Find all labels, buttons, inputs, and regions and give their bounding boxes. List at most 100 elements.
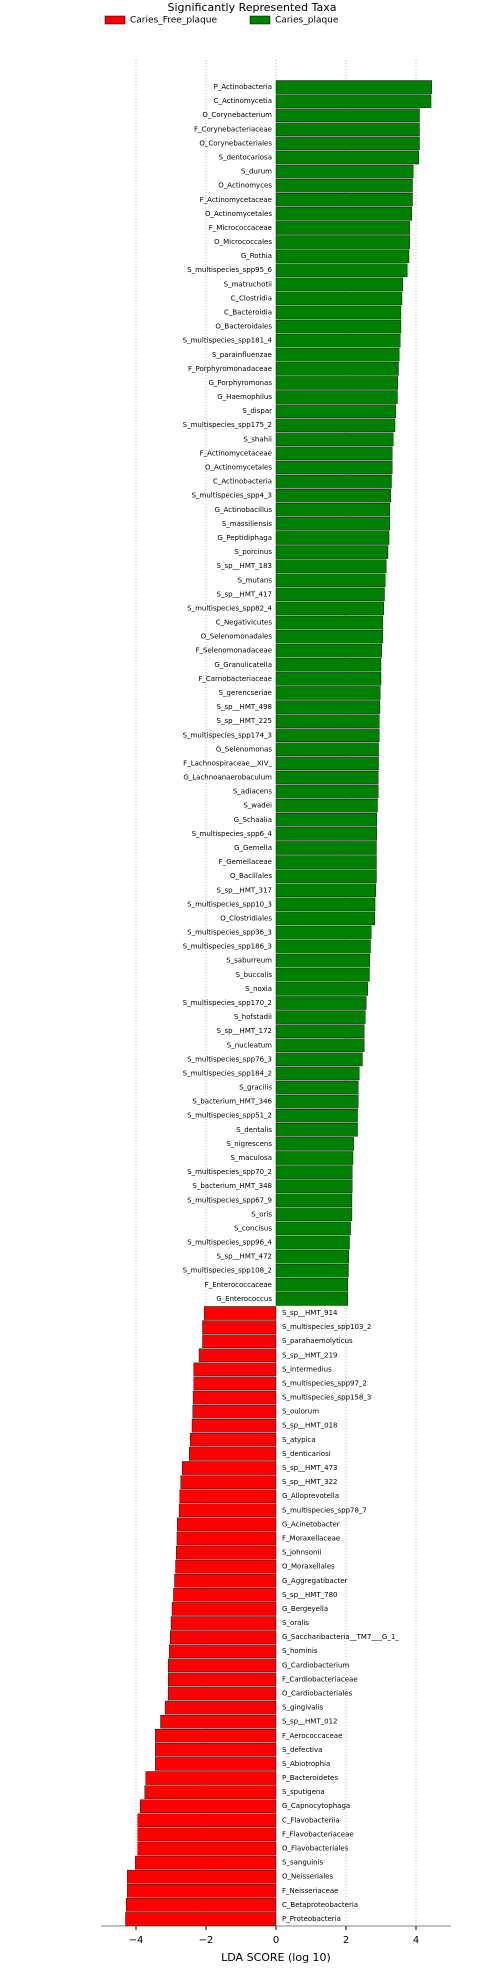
bar (127, 1869, 277, 1884)
bar-label: O_Bacillales (230, 872, 272, 880)
bar-label: G_Bergeyella (282, 1605, 328, 1613)
bar (155, 1729, 277, 1743)
bar (127, 1884, 277, 1898)
bar (275, 1151, 354, 1165)
bar-label: S_oulorum (282, 1408, 319, 1416)
bar (275, 376, 399, 390)
bar (275, 686, 381, 700)
bar-label: C_Actinobacteria (213, 478, 272, 486)
bar (202, 1320, 277, 1334)
bar-label: S_sp__HMT_322 (282, 1478, 337, 1486)
bar (191, 1419, 277, 1433)
bar (275, 700, 381, 714)
bar (275, 545, 389, 559)
bar-label: G_Enterococcus (216, 1295, 272, 1303)
bar (190, 1433, 277, 1447)
bar-label: O_Flavobacteriales (282, 1844, 349, 1852)
bar (275, 1235, 350, 1250)
bar-label: S_multispecies_spp6_4 (192, 830, 273, 838)
bar (275, 784, 379, 799)
bar (155, 1757, 277, 1771)
bar (275, 587, 385, 602)
bar (167, 1658, 277, 1673)
bar (275, 108, 420, 122)
bar-label: S_sp__HMT_183 (217, 562, 272, 570)
bar-label: S_sp__HMT_472 (217, 1253, 272, 1261)
bar (275, 672, 382, 686)
bar-label: S_multispecies_spp186_3 (183, 943, 272, 951)
bar-label: O_Corynebacterium (202, 111, 272, 119)
bar (275, 798, 378, 813)
bar-label: P_Bacteroidetes (282, 1774, 338, 1782)
bar (193, 1362, 277, 1377)
bar (125, 1898, 277, 1912)
bar (275, 531, 390, 545)
bar-label: S_parainfluenzae (212, 351, 272, 359)
bar (145, 1771, 277, 1785)
bar (275, 305, 402, 320)
bar-label: S_sp__HMT_219 (282, 1351, 337, 1359)
bar (198, 1348, 277, 1363)
bar-label: G_Schaalia (234, 816, 272, 824)
bar-label: S_sp__HMT_317 (217, 886, 272, 894)
bar (180, 1475, 277, 1489)
bar (275, 1207, 353, 1222)
bar-label: S_porcinus (234, 548, 272, 556)
bar (181, 1461, 277, 1475)
bar-label: S_adiacens (233, 788, 273, 796)
bar (275, 390, 398, 404)
x-tick-label: 0 (273, 1935, 279, 1946)
bar-label: G_Gemella (234, 844, 272, 852)
bar-label: S_sp__HMT_225 (217, 717, 272, 725)
bar-label: S_johnsonii (282, 1549, 321, 1557)
bar-label: S_intermedius (282, 1365, 332, 1373)
bar (177, 1517, 277, 1532)
bar-label: S_multispecies_spp96_4 (187, 1239, 272, 1247)
bar (275, 122, 420, 137)
bar-label: S_atypica (282, 1436, 316, 1444)
bar-label: S_multispecies_spp158_3 (282, 1394, 371, 1402)
bar-label: G_Haemophilus (217, 393, 272, 401)
bar-label: F_Lachnospiraceae__XIV_ (183, 759, 272, 767)
bar-label: O_Actinomyces (218, 182, 272, 190)
bar (275, 855, 377, 869)
bar-label: S_matruchotii (224, 280, 272, 288)
bar (275, 1249, 350, 1264)
bar-label: S_multispecies_spp82_4 (187, 604, 272, 612)
bar-label: C_Bacteroidia (224, 309, 272, 317)
bar (275, 362, 399, 376)
bar-label: G_Alloprevotella (282, 1492, 339, 1500)
bar-label: F_Moraxellaceae (282, 1534, 340, 1542)
bar-label: F_Flavobacteriaceae (282, 1830, 354, 1838)
bar-label: O_Neisseriales (282, 1873, 333, 1881)
bar-label: S_defectiva (282, 1746, 322, 1754)
bar (275, 1094, 359, 1109)
bar-label: C_Flavobacteriia (282, 1816, 340, 1824)
bar-label: S_multispecies_spp108_2 (183, 1267, 272, 1275)
bar-label: S_gingivalis (282, 1704, 323, 1712)
bar-label: S_sp__HMT_012 (282, 1718, 337, 1726)
bar-label: S_multispecies_spp78_7 (282, 1506, 367, 1514)
bar-label: G_Acinetobacter (282, 1520, 340, 1528)
bar (275, 1221, 351, 1236)
x-tick-label: 2 (343, 1935, 349, 1946)
bar-label: S_multispecies_spp36_3 (187, 929, 272, 937)
bar-label: C_Clostridia (231, 294, 272, 302)
bar (171, 1602, 277, 1616)
bar-label: G_Capnocytophaga (282, 1802, 350, 1810)
bar (192, 1390, 277, 1405)
bar (275, 573, 386, 587)
bar-label: S_maculosa (230, 1154, 272, 1162)
bar-label: S_oralis (282, 1619, 309, 1627)
bar-label: S_sp__HMT_417 (217, 590, 272, 598)
bar (204, 1306, 277, 1320)
bar-label: S_multispecies_spp170_2 (183, 999, 272, 1007)
bar-label: S_shahii (243, 435, 272, 443)
bar-label: O_Actinomycetales (205, 210, 272, 218)
bar (275, 460, 393, 475)
bar-label: S_dentocariosa (219, 154, 272, 162)
bar (275, 1137, 354, 1151)
bar (275, 94, 432, 108)
bar-label: S_nigrescens (226, 1140, 272, 1148)
bar-label: S_gracilis (239, 1084, 272, 1092)
